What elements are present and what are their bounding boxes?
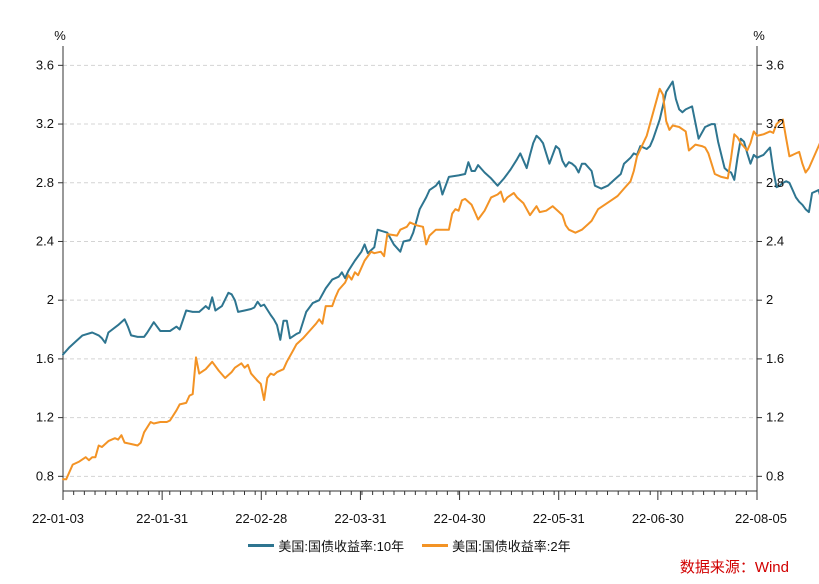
legend-swatch-10y (248, 544, 275, 547)
x-tick-label: 22-01-31 (136, 511, 188, 526)
legend-item-2y: 美国:国债收益率:2年 (422, 536, 571, 555)
y-tick-label-right: 1.2 (766, 410, 784, 425)
y-tick-label-right: 0.8 (766, 468, 784, 483)
x-tick-label: 22-04-30 (434, 511, 486, 526)
series-line-2y (62, 87, 819, 481)
series-line-10y (62, 80, 819, 356)
y-tick-label-left: 2 (47, 292, 54, 307)
x-tick-label: 22-06-30 (632, 511, 684, 526)
series-lines (62, 80, 819, 481)
legend-item-10y: 美国:国债收益率:10年 (248, 536, 404, 555)
y-unit-right: % (753, 28, 765, 43)
y-tick-label-right: 2.4 (766, 233, 784, 248)
y-tick-label-left: 1.6 (36, 351, 54, 366)
legend-label-10y: 美国:国债收益率:10年 (278, 539, 405, 554)
legend-swatch-2y (422, 544, 449, 547)
y-tick-label-left: 3.6 (36, 57, 54, 72)
x-tick-label: 22-02-28 (235, 511, 287, 526)
x-tick-label: 22-03-31 (334, 511, 386, 526)
y-tick-label-right: 2.8 (766, 175, 784, 190)
x-tick-label: 22-08-05 (735, 511, 787, 526)
y-tick-label-left: 3.2 (36, 116, 54, 131)
y-tick-label-right: 1.6 (766, 351, 784, 366)
tick-labels: 0.8 0.8 1.2 1.2 1.6 1.6 2 2 2.4 2.4 2.8 2.8 3.2 3.2 3.… (32, 28, 787, 526)
y-tick-label-right: 3.6 (766, 57, 784, 72)
source-note: 数据来源：Wind (679, 559, 789, 576)
y-unit-left: % (54, 28, 66, 43)
x-tick-label: 22-05-31 (533, 511, 585, 526)
axes (58, 46, 762, 500)
legend: 美国:国债收益率:10年 美国:国债收益率:2年 (0, 536, 819, 555)
y-tick-label-left: 1.2 (36, 410, 54, 425)
y-tick-label-left: 2.8 (36, 175, 54, 190)
y-tick-label-right: 3.2 (766, 116, 784, 131)
y-tick-label-right: 2 (766, 292, 773, 307)
y-tick-label-left: 2.4 (36, 233, 54, 248)
gridlines (63, 64, 757, 477)
y-tick-label-left: 0.8 (36, 468, 54, 483)
legend-label-2y: 美国:国债收益率:2年 (452, 539, 571, 554)
x-tick-label: 22-01-03 (32, 511, 84, 526)
